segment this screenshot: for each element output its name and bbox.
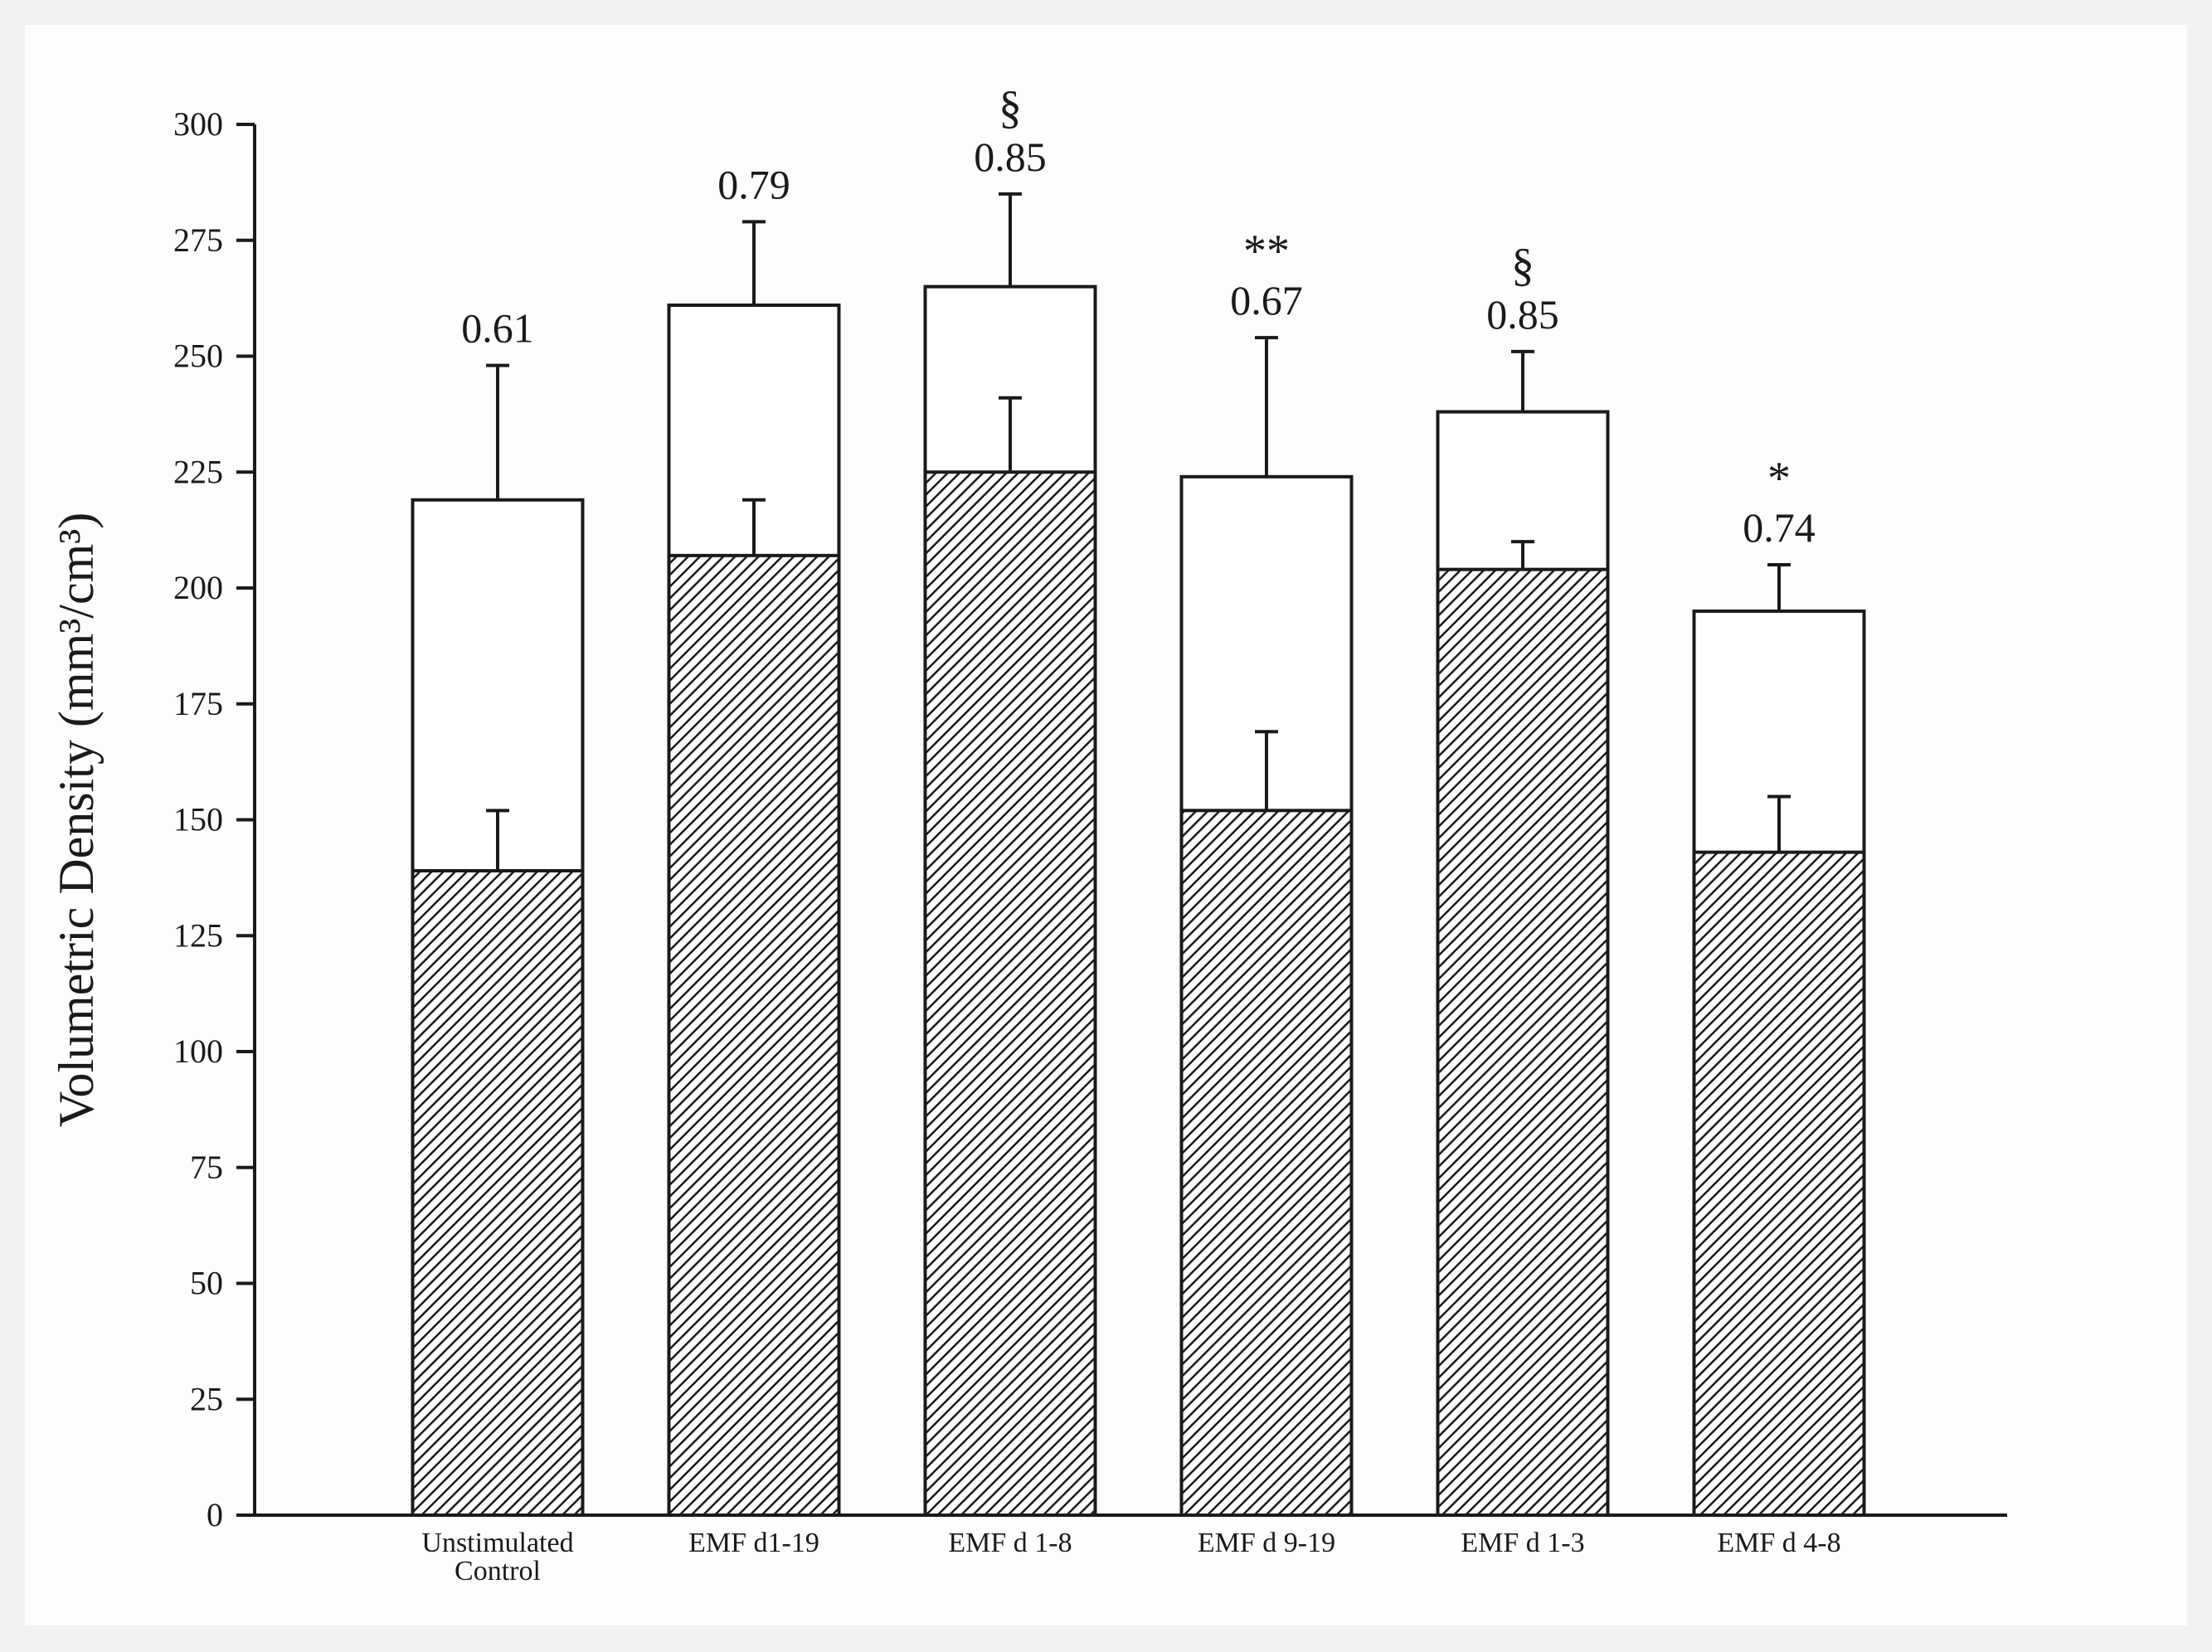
significance-marker: **: [1243, 226, 1290, 277]
bar-annotation: 0.85: [974, 134, 1047, 180]
x-tick-label: Unstimulated: [421, 1528, 573, 1558]
x-tick-label: EMF d1-19: [688, 1528, 819, 1558]
y-tick-label: 300: [173, 105, 223, 143]
y-tick-label: 225: [173, 453, 223, 490]
bar-annotation: 0.85: [1486, 291, 1559, 338]
x-tick-label: EMF d 1-3: [1461, 1528, 1584, 1558]
bar-hatched: [413, 871, 583, 1515]
bar-hatched: [1438, 570, 1608, 1515]
bar-hatched: [1182, 810, 1352, 1515]
y-tick-label: 175: [173, 685, 223, 722]
bar-hatched: [926, 472, 1096, 1515]
y-tick-label: 250: [173, 338, 223, 375]
y-tick-label: 25: [190, 1380, 223, 1417]
bar-hatched: [1694, 853, 1864, 1515]
y-tick-label: 50: [190, 1265, 223, 1302]
y-tick-label: 275: [173, 221, 223, 259]
x-tick-label: EMF d 1-8: [948, 1528, 1072, 1558]
x-tick-label: Control: [455, 1556, 541, 1586]
y-tick-label: 100: [173, 1032, 223, 1070]
bar-annotation: 0.79: [717, 161, 790, 207]
x-tick-label: EMF d 9-19: [1198, 1528, 1335, 1558]
significance-marker: §: [999, 82, 1022, 134]
y-tick-label: 0: [207, 1496, 223, 1533]
y-tick-label: 200: [173, 569, 223, 606]
x-tick-label: EMF d 4-8: [1717, 1528, 1840, 1558]
bar-annotation: 0.67: [1230, 277, 1303, 323]
y-axis-title: Volumetric Density (mm³/cm³): [49, 513, 104, 1127]
y-tick-label: 150: [173, 801, 223, 838]
bar-annotation: 0.61: [461, 305, 534, 352]
y-tick-label: 75: [190, 1149, 223, 1186]
y-tick-label: 125: [173, 916, 223, 954]
significance-marker: *: [1767, 453, 1791, 504]
bar-hatched: [669, 556, 839, 1515]
bar-annotation: 0.74: [1743, 504, 1816, 551]
significance-marker: §: [1511, 240, 1534, 291]
